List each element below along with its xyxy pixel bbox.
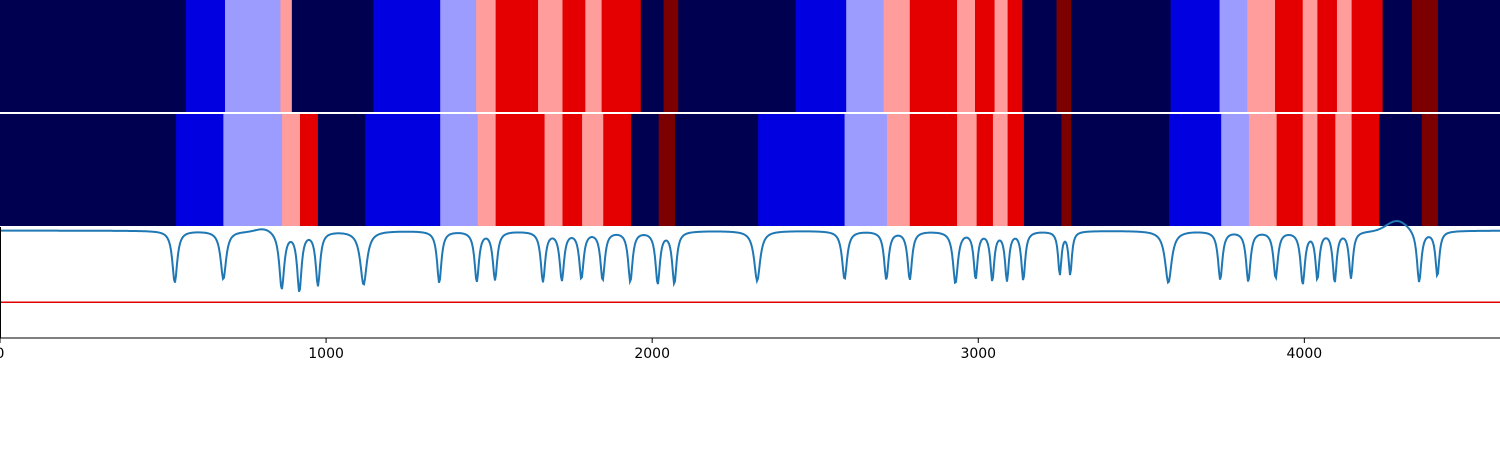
track-1-segment-7 <box>440 114 479 226</box>
track-0-segment-21 <box>975 0 996 112</box>
track-1-segment-11 <box>562 114 583 226</box>
track-1-segment-23 <box>992 114 1009 226</box>
track-1-segment-12 <box>582 114 604 226</box>
track-1-segment-18 <box>844 114 888 226</box>
track-0-segment-23 <box>1007 0 1023 112</box>
segment-track-middle <box>0 114 1500 226</box>
track-0-segment-5 <box>373 0 441 112</box>
x-tick-label-4000: 4000 <box>1287 346 1323 362</box>
track-0-segment-1 <box>185 0 226 112</box>
track-1-segment-5 <box>317 114 366 226</box>
x-tick-label-3000: 3000 <box>960 346 996 362</box>
track-0-segment-18 <box>883 0 911 112</box>
track-1-segment-32 <box>1302 114 1318 226</box>
track-0-segment-17 <box>846 0 885 112</box>
track-0-segment-10 <box>562 0 586 112</box>
track-0-segment-31 <box>1302 0 1318 112</box>
track-1-segment-38 <box>1438 114 1500 226</box>
track-1-segment-17 <box>758 114 846 226</box>
line-panel <box>0 220 1500 339</box>
track-1-segment-6 <box>365 114 441 226</box>
track-1-segment-10 <box>544 114 564 226</box>
track-0-segment-11 <box>585 0 603 112</box>
track-0-segment-35 <box>1382 0 1413 112</box>
track-1-segment-31 <box>1276 114 1304 226</box>
track-0-segment-28 <box>1219 0 1248 112</box>
track-0-segment-8 <box>495 0 539 112</box>
track-1-segment-35 <box>1351 114 1380 226</box>
track-0-segment-29 <box>1247 0 1276 112</box>
track-1-segment-28 <box>1169 114 1222 226</box>
track-0-segment-16 <box>795 0 847 112</box>
track-1-segment-20 <box>909 114 958 226</box>
track-1-segment-33 <box>1317 114 1336 226</box>
track-0-segment-4 <box>291 0 374 112</box>
track-0-segment-37 <box>1438 0 1500 112</box>
x-tick-label-0: 0 <box>0 346 4 362</box>
track-1-segment-13 <box>603 114 632 226</box>
track-1-segment-30 <box>1248 114 1278 226</box>
track-0-segment-27 <box>1170 0 1221 112</box>
track-1-segment-14 <box>630 114 660 226</box>
track-1-segment-27 <box>1071 114 1170 226</box>
track-1-segment-15 <box>658 114 676 226</box>
track-1-segment-34 <box>1335 114 1353 226</box>
signal-line <box>0 220 1500 293</box>
track-0-segment-32 <box>1317 0 1338 112</box>
track-1-segment-16 <box>675 114 759 226</box>
track-0-segment-3 <box>280 0 293 112</box>
track-0-segment-20 <box>957 0 976 112</box>
x-tick-label-1000: 1000 <box>308 346 344 362</box>
track-1-segment-19 <box>886 114 911 226</box>
track-0-segment-2 <box>225 0 282 112</box>
track-1-segment-3 <box>282 114 301 226</box>
x-axis: 0 1000 2000 3000 4000 <box>0 338 1322 362</box>
track-0-segment-6 <box>440 0 477 112</box>
track-0-segment-7 <box>476 0 497 112</box>
track-0-segment-26 <box>1071 0 1172 112</box>
track-0-segment-36 <box>1411 0 1439 112</box>
x-tick-label-2000: 2000 <box>634 346 670 362</box>
track-0-segment-12 <box>601 0 642 112</box>
line-panel-background <box>0 227 1500 338</box>
track-1-segment-1 <box>176 114 224 226</box>
track-1-segment-24 <box>1007 114 1025 226</box>
track-1-segment-26 <box>1061 114 1072 226</box>
track-1-segment-22 <box>976 114 994 226</box>
track-0-segment-9 <box>538 0 564 112</box>
track-0-segment-25 <box>1056 0 1072 112</box>
track-1-segment-25 <box>1023 114 1063 226</box>
track-0-segment-19 <box>909 0 958 112</box>
track-0-segment-24 <box>1022 0 1058 112</box>
track-1-segment-29 <box>1221 114 1250 226</box>
track-1-segment-9 <box>495 114 546 226</box>
track-0-segment-14 <box>663 0 679 112</box>
track-1-segment-0 <box>0 114 177 226</box>
track-1-segment-37 <box>1421 114 1439 226</box>
track-1-segment-36 <box>1379 114 1423 226</box>
segment-track-top <box>0 0 1500 112</box>
track-0-segment-34 <box>1351 0 1384 112</box>
track-1-segment-2 <box>223 114 283 226</box>
track-separator <box>0 112 1500 114</box>
track-1-segment-21 <box>957 114 978 226</box>
track-0-segment-13 <box>640 0 665 112</box>
track-1-segment-4 <box>300 114 319 226</box>
track-1-segment-8 <box>477 114 497 226</box>
track-0-segment-33 <box>1336 0 1353 112</box>
track-0-segment-0 <box>0 0 187 112</box>
track-0-segment-30 <box>1275 0 1304 112</box>
track-0-segment-22 <box>994 0 1009 112</box>
track-0-segment-15 <box>678 0 797 112</box>
